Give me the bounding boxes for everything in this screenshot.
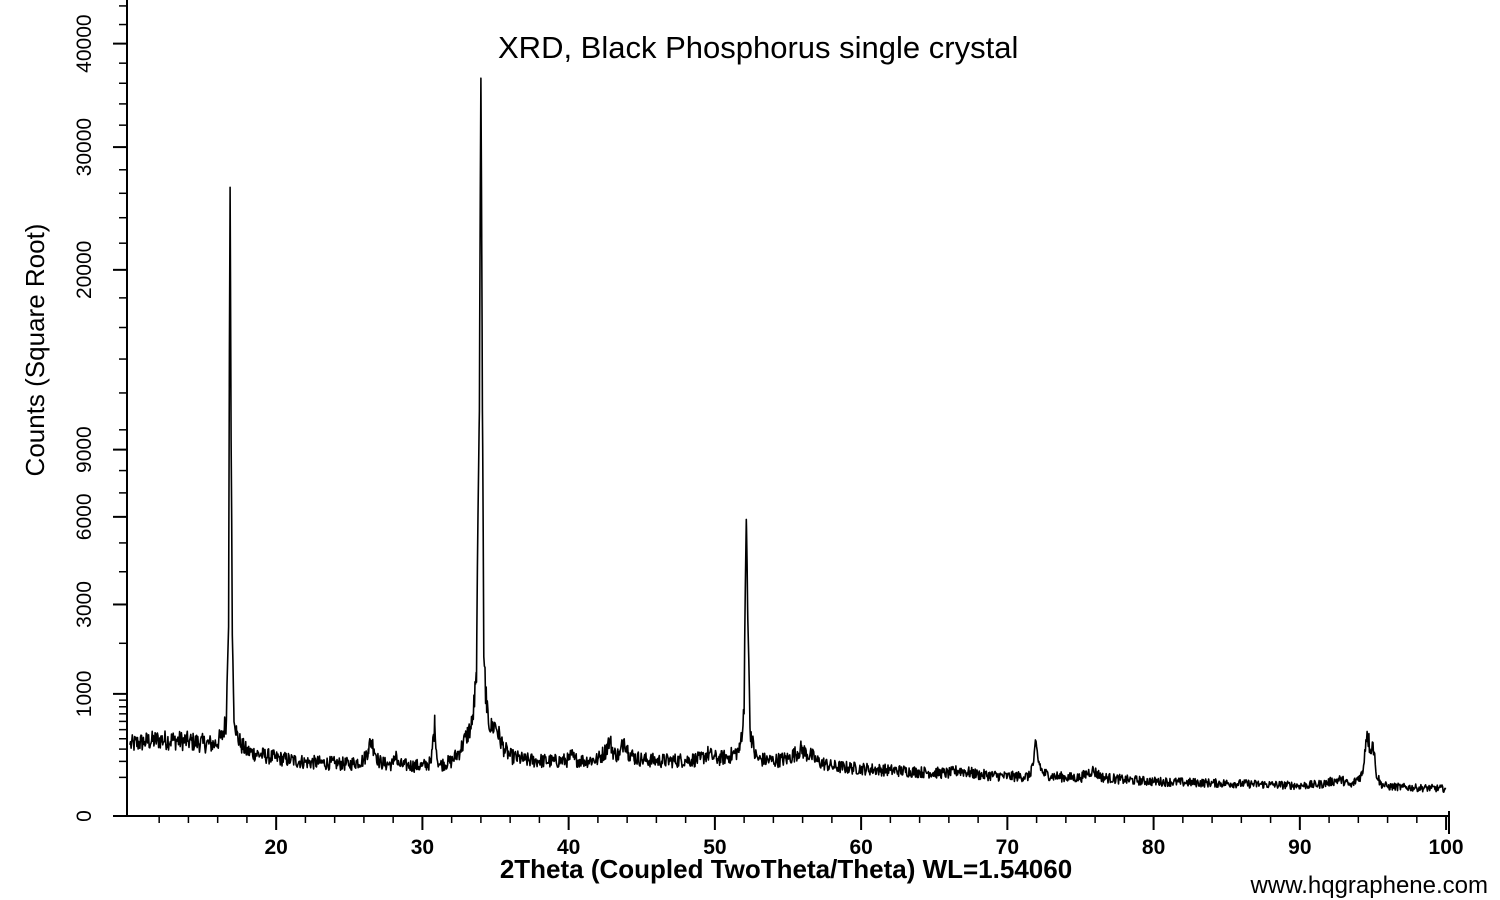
x-tick-label: 60 (849, 836, 872, 859)
x-tick-label: 40 (557, 836, 580, 859)
x-tick-labels: 20 30 40 50 60 70 80 90 100 (264, 836, 1463, 859)
tick-marks (113, 5, 1448, 830)
x-tick-label: 50 (703, 836, 726, 859)
y-tick-label: 40000 (73, 14, 96, 72)
x-tick-label: 100 (1429, 836, 1464, 859)
y-tick-label: 20000 (73, 241, 96, 299)
x-axis-label: 2Theta (Coupled TwoTheta/Theta) WL=1.540… (500, 854, 1072, 884)
y-tick-labels: 0 1000 3000 6000 9000 20000 30000 40000 (73, 14, 96, 821)
x-tick-label: 70 (996, 836, 1019, 859)
x-tick-label: 80 (1142, 836, 1165, 859)
chart-title: XRD, Black Phosphorus single crystal (498, 30, 1018, 65)
y-axis-label: Counts (Square Root) (20, 224, 50, 477)
axes (126, 0, 1450, 834)
x-tick-label: 30 (411, 836, 434, 859)
y-tick-label: 1000 (73, 671, 96, 718)
y-tick-label: 3000 (73, 581, 96, 628)
y-tick-label: 6000 (73, 493, 96, 540)
y-tick-label: 30000 (73, 118, 96, 176)
watermark-text: www.hqgraphene.com (1250, 872, 1488, 899)
x-tick-label: 90 (1288, 836, 1311, 859)
y-tick-label: 0 (73, 810, 96, 822)
y-tick-label: 9000 (73, 426, 96, 473)
x-tick-label: 20 (264, 836, 287, 859)
xrd-series-line (129, 77, 1447, 793)
